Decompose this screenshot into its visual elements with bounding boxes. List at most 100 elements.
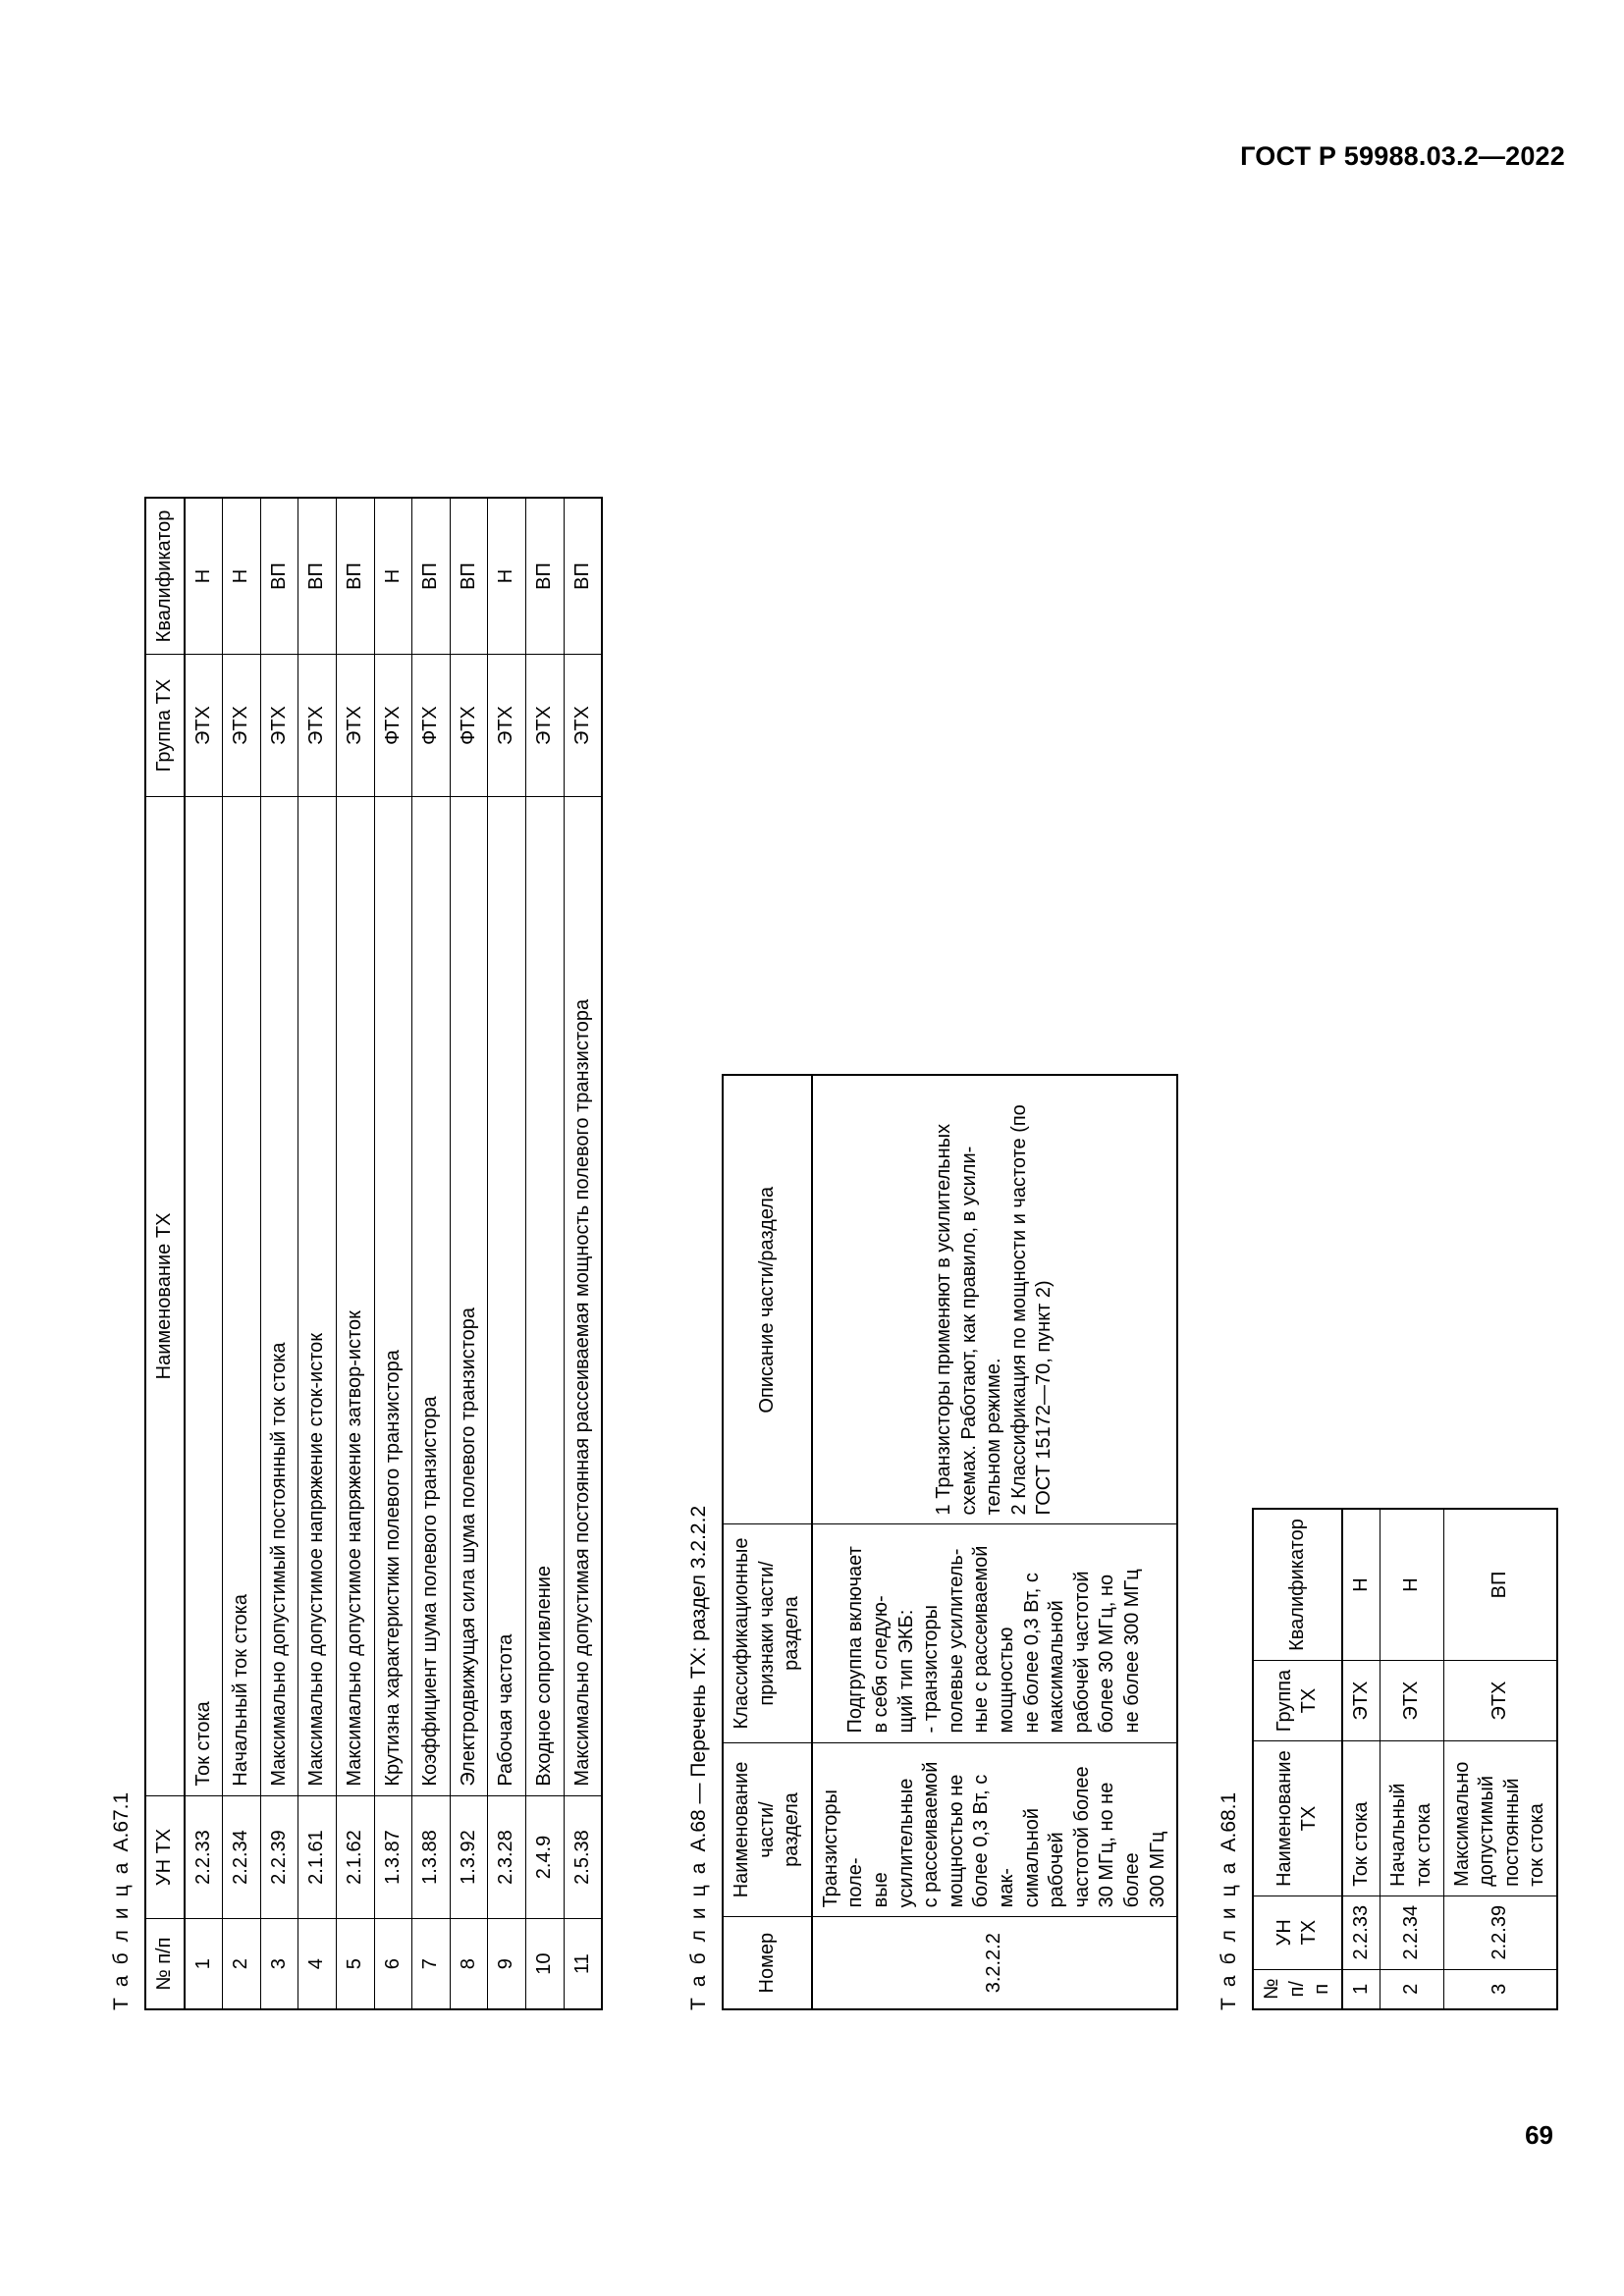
cell-un: 1.3.88: [411, 1795, 451, 1919]
cell-un: 2.2.34: [222, 1795, 261, 1919]
cell-group: ЭТХ: [222, 654, 261, 797]
cell-features: Подгруппа включает в себя следую- щий ти…: [811, 1523, 1178, 1743]
cell-un: 2.5.38: [564, 1795, 603, 1919]
table-a68-1-caption: Т а б л и ц а А.68.1: [1218, 1791, 1240, 2010]
cell-un: 2.3.28: [487, 1795, 526, 1919]
table-header-row: Номер Наименование части/ раздела Класси…: [723, 1075, 812, 2009]
cell-name: Входное сопротивление: [525, 796, 565, 1796]
cell-group: ЭТХ: [525, 654, 565, 797]
cell-no: 3: [260, 1918, 298, 2009]
table-a68-body: 3.2.2.2 Транзисторы поле- вые усилительн…: [811, 1075, 1178, 2009]
cell-no: 9: [487, 1918, 526, 2009]
cell-un: 1.3.92: [450, 1795, 488, 1919]
cell-group: ЭТХ: [1341, 1660, 1380, 1741]
cell-no: 6: [374, 1918, 412, 2009]
cell-name: Максимально допустимая постоянная рассеи…: [564, 796, 603, 1796]
col-header-name: Наименование ТХ: [145, 796, 185, 1796]
table-row: 3.2.2.2 Транзисторы поле- вые усилительн…: [811, 1075, 1178, 2009]
cell-name: Максимально допустимое напряжение затвор…: [336, 796, 375, 1796]
cell-no: 10: [525, 1918, 565, 2009]
col-header-un: УН ТХ: [1253, 1896, 1342, 1970]
cell-group: ЭТХ: [260, 654, 298, 797]
cell-no: 3: [1443, 1969, 1557, 2009]
table-a68-block: Т а б л и ц а А.68 — Перечень ТХ: раздел…: [687, 1074, 1179, 2010]
table-row: 11 2.5.38 Максимально допустимая постоянна…: [564, 498, 603, 2009]
table-row: 9 2.3.28 Рабочая частота ЭТХ Н: [487, 498, 526, 2009]
cell-qual: Н: [1341, 1509, 1380, 1661]
table-row: 10 2.4.9 Входное сопротивление ЭТХ ВП: [525, 498, 565, 2009]
page-header-standard-id: ГОСТ Р 59988.03.2—2022: [1240, 141, 1565, 171]
table-a68-caption: Т а б л и ц а А.68 — Перечень ТХ: раздел…: [687, 1505, 710, 2010]
cell-qual: ВП: [450, 498, 488, 655]
cell-name: Рабочая частота: [487, 796, 526, 1796]
table-row: 5 2.1.62 Максимально допустимое напряжение…: [336, 498, 375, 2009]
cell-description: 1 Транзисторы применяют в усилительных с…: [811, 1075, 1178, 1524]
col-header-desc: Описание части/раздела: [723, 1075, 812, 1524]
cell-group: ФТХ: [374, 654, 412, 797]
table-a67-1-block: Т а б л и ц а А.67.1 № п/п УН ТХ Наимено…: [110, 497, 604, 2010]
cell-no: 2: [1380, 1969, 1444, 2009]
table-row: 3 2.2.39 Максимально допустимый постоянный…: [260, 498, 298, 2009]
cell-no: 1: [184, 1918, 223, 2009]
cell-qual: ВП: [525, 498, 565, 655]
cell-un: 2.4.9: [525, 1795, 565, 1919]
table-row: 2 2.2.34 Начальный ток стока ЭТХ Н: [222, 498, 261, 2009]
cell-part-name: Транзисторы поле- вые усилительные с рас…: [811, 1742, 1178, 1917]
table-a68-1-block: Т а б л и ц а А.68.1 № п/п УН ТХ Наимено…: [1218, 1508, 1558, 2010]
cell-no: 5: [336, 1918, 375, 2009]
table-header-row: № п/п УН ТХ Наименование ТХ Группа ТХ Кв…: [145, 498, 185, 2009]
table-a67-1-body: 1 2.2.33 Ток стока ЭТХ Н 2 2.2.34 Начальный то…: [184, 498, 603, 2009]
cell-qual: ВП: [336, 498, 375, 655]
col-header-no: № п/п: [1253, 1969, 1342, 2009]
cell-no: 8: [450, 1918, 488, 2009]
cell-group: ЭТХ: [487, 654, 526, 797]
table-a67-1: № п/п УН ТХ Наименование ТХ Группа ТХ Кв…: [144, 497, 604, 2010]
col-header-features: Классификационные признаки части/ раздел…: [723, 1523, 812, 1743]
cell-un: 2.2.34: [1380, 1896, 1444, 1970]
table-a67-1-caption: Т а б л и ц а А.67.1: [110, 1791, 133, 2010]
cell-nomer: 3.2.2.2: [811, 1916, 1178, 2009]
col-header-un: УН ТХ: [145, 1795, 185, 1919]
cell-name: Максимально допустимый постоянный ток ст…: [260, 796, 298, 1796]
cell-group: ЭТХ: [336, 654, 375, 797]
page-number: 69: [1525, 2120, 1553, 2150]
table-row: 7 1.3.88 Коэффициент шума полевого транзис…: [411, 498, 451, 2009]
table-a68: Номер Наименование части/ раздела Класси…: [722, 1074, 1179, 2010]
cell-group: ЭТХ: [1380, 1660, 1444, 1741]
table-a68-1-body: 1 2.2.33 Ток стока ЭТХ Н 2 2.2.34 Начальный то…: [1341, 1509, 1557, 2009]
cell-group: ФТХ: [450, 654, 488, 797]
cell-qual: Н: [487, 498, 526, 655]
table-row: 1 2.2.33 Ток стока ЭТХ Н: [1341, 1509, 1380, 2009]
col-header-no: № п/п: [145, 1918, 185, 2009]
cell-qual: Н: [184, 498, 223, 655]
cell-un: 2.1.62: [336, 1795, 375, 1919]
cell-group: ЭТХ: [1443, 1660, 1557, 1741]
cell-un: 2.1.61: [298, 1795, 337, 1919]
cell-group: ЭТХ: [298, 654, 337, 797]
cell-qual: Н: [222, 498, 261, 655]
cell-group: ЭТХ: [184, 654, 223, 797]
cell-qual: Н: [1380, 1509, 1444, 1661]
cell-un: 1.3.87: [374, 1795, 412, 1919]
col-header-qual: Квалификатор: [1253, 1509, 1342, 1661]
col-header-group: Группа ТХ: [1253, 1660, 1342, 1741]
cell-qual: Н: [374, 498, 412, 655]
cell-group: ФТХ: [411, 654, 451, 797]
cell-name: Максимально допустимый постоянный ток ст…: [1443, 1740, 1557, 1896]
cell-name: Крутизна характеристики полевого транзис…: [374, 796, 412, 1796]
col-header-qual: Квалификатор: [145, 498, 185, 655]
cell-name: Начальный ток стока: [1380, 1740, 1444, 1896]
cell-name: Ток стока: [1341, 1740, 1380, 1896]
table-row: 6 1.3.87 Крутизна характеристики полевого …: [374, 498, 412, 2009]
table-row: 1 2.2.33 Ток стока ЭТХ Н: [184, 498, 223, 2009]
cell-name: Коэффициент шума полевого транзистора: [411, 796, 451, 1796]
cell-no: 2: [222, 1918, 261, 2009]
cell-un: 2.2.33: [1341, 1896, 1380, 1970]
table-row: 2 2.2.34 Начальный ток стока ЭТХ Н: [1380, 1509, 1444, 2009]
cell-no: 11: [564, 1918, 603, 2009]
cell-un: 2.2.39: [260, 1795, 298, 1919]
cell-no: 1: [1341, 1969, 1380, 2009]
cell-qual: ВП: [260, 498, 298, 655]
cell-name: Электродвижущая сила шума полевого транз…: [450, 796, 488, 1796]
cell-no: 7: [411, 1918, 451, 2009]
